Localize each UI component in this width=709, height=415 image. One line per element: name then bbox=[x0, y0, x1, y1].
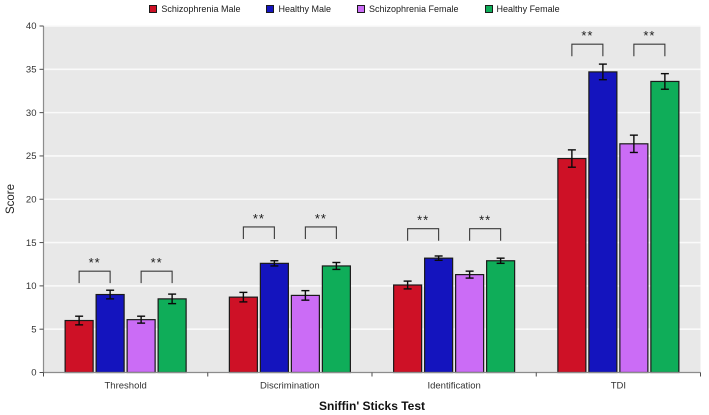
legend-label: Schizophrenia Male bbox=[161, 4, 241, 14]
y-tick-label: 5 bbox=[31, 324, 36, 335]
significance-label: ** bbox=[581, 28, 593, 43]
significance-bracket bbox=[633, 43, 666, 57]
significance-label: ** bbox=[89, 255, 101, 270]
chart-legend: Schizophrenia Male Healthy Male Schizophre… bbox=[0, 2, 709, 16]
legend-swatch bbox=[266, 5, 275, 13]
bar bbox=[95, 293, 125, 374]
legend-item: Healthy Male bbox=[266, 4, 331, 14]
y-axis-title: Score bbox=[5, 184, 17, 214]
significance-label: ** bbox=[315, 211, 327, 226]
y-tick-label: 35 bbox=[26, 65, 37, 76]
legend-swatch bbox=[356, 5, 365, 13]
bar bbox=[290, 294, 320, 374]
significance-label: ** bbox=[479, 213, 491, 228]
bar bbox=[650, 80, 680, 374]
legend-item: Schizophrenia Male bbox=[149, 4, 240, 14]
x-axis-title: Sniffin' Sticks Test bbox=[319, 399, 425, 413]
bar bbox=[486, 260, 516, 374]
y-tick-label: 30 bbox=[26, 108, 37, 119]
y-tick-label: 15 bbox=[26, 238, 37, 249]
significance-bracket bbox=[78, 270, 111, 284]
legend-swatch bbox=[149, 5, 158, 13]
legend-label: Schizophrenia Female bbox=[368, 4, 459, 14]
bar bbox=[393, 284, 423, 374]
bar bbox=[259, 262, 289, 374]
y-tick-label: 0 bbox=[31, 368, 36, 379]
x-category-label: Discrimination bbox=[260, 381, 320, 392]
significance-bracket bbox=[140, 270, 173, 284]
significance-label: ** bbox=[417, 213, 429, 228]
bar bbox=[619, 143, 649, 374]
significance-bracket bbox=[469, 228, 502, 241]
significance-label: ** bbox=[151, 255, 163, 270]
y-tick-label: 20 bbox=[26, 194, 37, 205]
y-tick-label: 25 bbox=[26, 151, 37, 162]
legend-label: Healthy Male bbox=[278, 4, 331, 14]
legend-item: Healthy Female bbox=[484, 4, 560, 14]
bar bbox=[157, 298, 187, 374]
bar bbox=[455, 274, 485, 374]
x-category-label: Threshold bbox=[105, 381, 147, 392]
y-tick-label: 10 bbox=[26, 281, 37, 292]
bar bbox=[64, 319, 94, 374]
y-tick-label: 40 bbox=[26, 21, 37, 32]
legend-swatch bbox=[484, 5, 493, 13]
x-category-label: TDI bbox=[611, 381, 626, 392]
significance-label: ** bbox=[643, 28, 655, 43]
bar bbox=[228, 296, 258, 374]
bar bbox=[424, 257, 454, 374]
x-category-label: Identification bbox=[427, 381, 480, 392]
legend-label: Healthy Female bbox=[496, 4, 560, 14]
bar bbox=[557, 157, 587, 374]
bar bbox=[588, 71, 618, 374]
legend-item: Schizophrenia Female bbox=[356, 4, 459, 14]
significance-label: ** bbox=[253, 211, 265, 226]
significance-bracket bbox=[571, 43, 604, 57]
significance-bracket bbox=[407, 228, 440, 241]
bar bbox=[321, 265, 351, 374]
significance-bracket bbox=[242, 226, 275, 239]
bar bbox=[126, 319, 156, 374]
significance-bracket bbox=[304, 226, 337, 239]
